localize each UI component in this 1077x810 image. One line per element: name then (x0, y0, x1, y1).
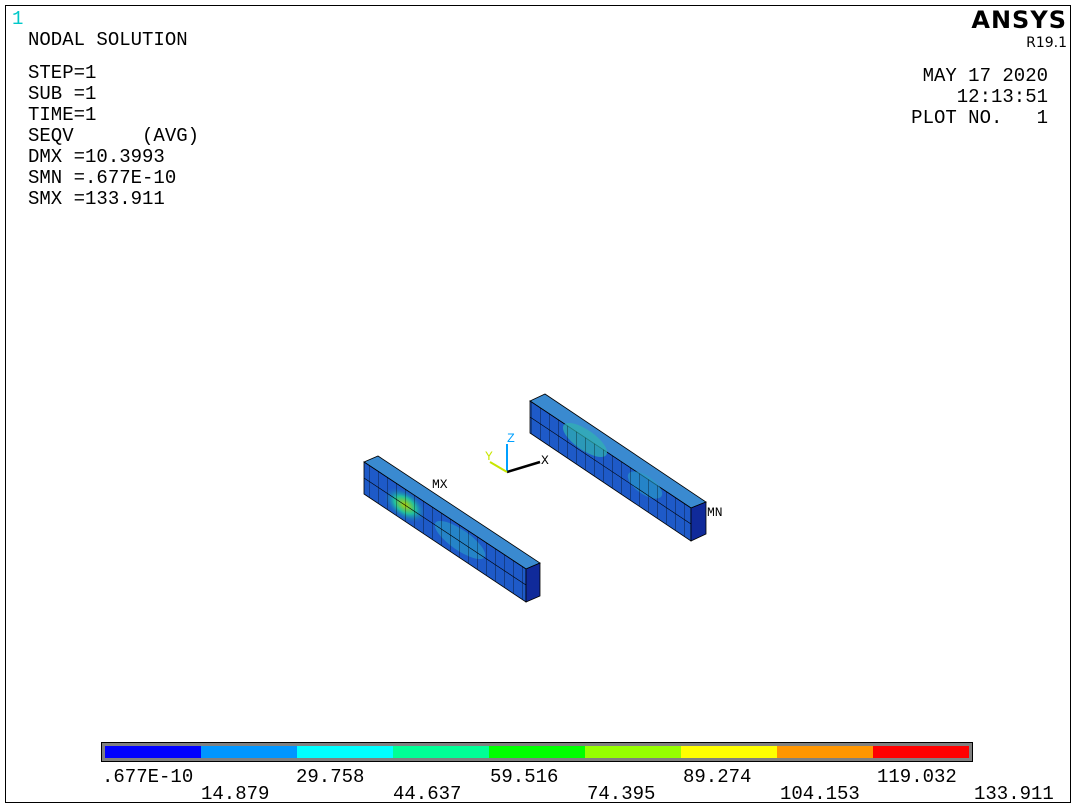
legend-seg-2 (201, 746, 297, 758)
legend-label-bottom-1: 14.879 (201, 783, 270, 805)
info-time: TIME=1 (28, 104, 97, 126)
axis-z-label: Z (507, 431, 515, 446)
info-dmx: DMX =10.3993 (28, 146, 165, 168)
ansys-logo: ANSYS (971, 6, 1067, 34)
plot-time: 12:13:51 (956, 86, 1048, 108)
info-step: STEP=1 (28, 62, 97, 84)
info-smn: SMN =.677E-10 (28, 167, 177, 189)
beam-left (363, 455, 541, 603)
legend-label-top-3: 59.516 (490, 766, 559, 788)
graphics-window[interactable] (5, 5, 1071, 803)
beam-right (529, 393, 707, 542)
min-marker-label: MN (707, 505, 723, 520)
contour-legend-bar (101, 742, 973, 762)
legend-label-top-1: .677E-10 (102, 766, 194, 788)
legend-label-bottom-3: 74.395 (587, 783, 656, 805)
legend-seg-6 (585, 746, 681, 758)
legend-seg-8 (777, 746, 873, 758)
legend-label-bottom-4: 104.153 (780, 783, 860, 805)
plot-date: MAY 17 2020 (922, 65, 1048, 87)
release-version: R19.1 (1026, 35, 1067, 51)
legend-seg-7 (681, 746, 777, 758)
axis-y-label: Y (485, 449, 493, 464)
legend-label-bottom-5: 133.911 (974, 783, 1054, 805)
legend-label-bottom-2: 44.637 (393, 783, 462, 805)
plot-number: PLOT NO. 1 (911, 107, 1048, 129)
legend-label-top-2: 29.758 (296, 766, 365, 788)
legend-seg-4 (393, 746, 489, 758)
info-sub: SUB =1 (28, 83, 97, 105)
legend-seg-9 (873, 746, 969, 758)
info-seqv: SEQV (AVG) (28, 125, 200, 147)
legend-label-top-5: 119.032 (877, 766, 957, 788)
window-number: 1 (12, 8, 24, 30)
max-marker-label: MX (432, 477, 448, 492)
coordinate-triad (489, 444, 541, 474)
legend-seg-3 (297, 746, 393, 758)
legend-label-top-4: 89.274 (683, 766, 752, 788)
plot-title: NODAL SOLUTION (28, 29, 188, 51)
legend-seg-1 (105, 746, 201, 758)
axis-x-label: X (541, 453, 549, 468)
legend-seg-5 (489, 746, 585, 758)
info-smx: SMX =133.911 (28, 188, 165, 210)
